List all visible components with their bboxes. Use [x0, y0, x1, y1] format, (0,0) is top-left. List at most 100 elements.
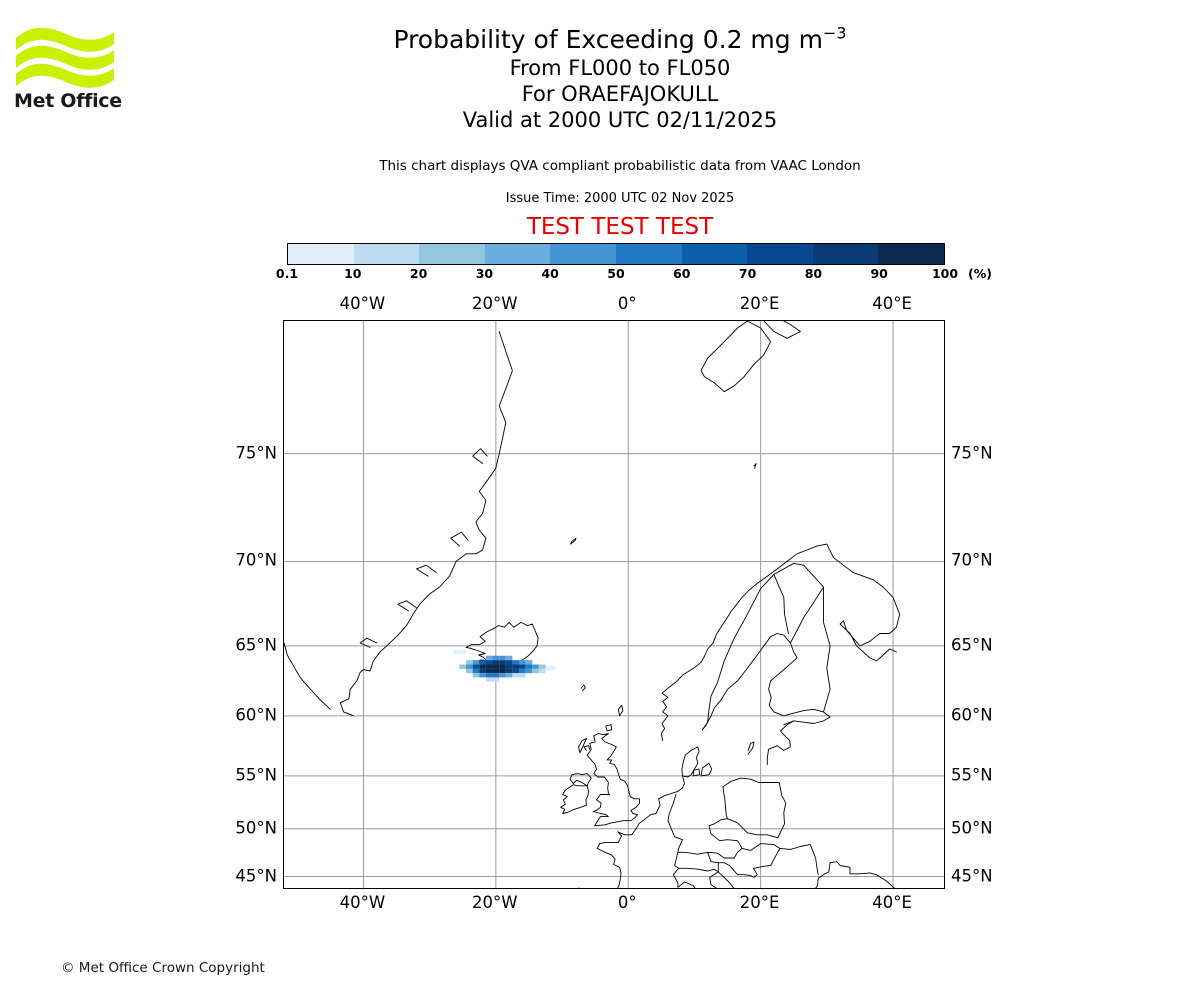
coastline-norway-west: [660, 543, 901, 742]
ash-cell-52: [548, 665, 556, 671]
title-exponent: −3: [822, 23, 847, 43]
ash-cell-15: [525, 660, 533, 665]
copyright-notice: © Met Office Crown Copyright: [61, 960, 265, 976]
coastline-gotland: [747, 741, 755, 755]
ash-cell-38: [525, 668, 533, 674]
ash-cell-50: [492, 677, 500, 682]
coastline-france-iberia: [596, 775, 685, 888]
lat-tick-right-70°N: 70°N: [951, 550, 993, 570]
colorbar-segment-6: [681, 244, 748, 264]
ash-cell-11: [499, 660, 506, 665]
ash-cell-14: [519, 660, 526, 665]
colorbar-tick-60: 60: [673, 266, 691, 281]
coastline-iberia: [577, 887, 582, 888]
colorbar-tick-20: 20: [409, 266, 428, 281]
coastline-finland-north: [773, 562, 824, 644]
coastline-border-pl-ua-by: [722, 777, 787, 839]
ash-cell-22: [499, 664, 506, 669]
ash-cell-4: [499, 655, 506, 661]
colorbar-segment-4: [550, 244, 616, 264]
lon-tick-top-40°W: 40°W: [339, 294, 386, 313]
flight-level-line: From FL000 to FL050: [509, 56, 731, 80]
ash-cell-33: [492, 668, 500, 674]
ash-cell-8: [479, 660, 486, 665]
coastline-baltic-east: [766, 720, 795, 765]
ash-cell-39: [532, 668, 539, 674]
lon-tick-bottom-40°W: 40°W: [339, 893, 386, 912]
ash-cell-5: [505, 655, 513, 661]
page-title: Probability of Exceeding 0.2 mg m−3: [160, 24, 1080, 55]
colorbar-segment-8: [812, 244, 879, 264]
coastline-border-ro-ua: [779, 844, 819, 876]
colorbar-tick-0.1: 0.1: [275, 266, 299, 281]
volcano-line: For ORAEFAJOKULL: [521, 82, 719, 106]
colorbar-segment-0: [288, 244, 354, 264]
colorbar-tick-10: 10: [344, 266, 362, 281]
lat-tick-left-70°N: 70°N: [235, 550, 277, 570]
colorbar-segment-3: [484, 244, 551, 264]
colorbar-tick-40: 40: [541, 266, 559, 281]
coastline-denmark-funen: [692, 768, 701, 777]
coastline-svalbard: [700, 321, 772, 393]
coastline-outer-hebrides: [578, 737, 587, 754]
ash-cell-26: [525, 664, 533, 669]
lat-tick-left-55°N: 55°N: [235, 765, 277, 785]
coastline-orkney: [605, 724, 613, 732]
ash-cell-21: [492, 664, 500, 669]
coastline-ireland: [560, 773, 592, 814]
coastline-border-alps-it: [674, 851, 680, 869]
lat-tick-right-75°N: 75°N: [951, 443, 993, 463]
lon-tick-bottom-20°W: 20°W: [472, 893, 518, 912]
ash-cell-12: [505, 660, 513, 665]
lat-tick-left-50°N: 50°N: [235, 818, 277, 838]
qva-note: This chart displays QVA compliant probab…: [379, 158, 861, 174]
coastline-greenland-fjords-2: [397, 600, 417, 612]
ash-cell-36: [512, 668, 520, 674]
colorbar-segment-5: [615, 244, 682, 264]
coastline-greenland-east-inner: [284, 642, 331, 710]
map-canvas: [284, 321, 944, 888]
coastline-faroe: [580, 684, 586, 692]
colorbar-tick-80: 80: [804, 266, 823, 281]
coastline-greenland-fjords-4: [450, 531, 469, 547]
lat-tick-left-45°N: 45°N: [235, 866, 277, 886]
lat-tick-right-60°N: 60°N: [951, 705, 993, 725]
probability-colorbar: [287, 243, 945, 265]
coastline-border-de-cz-at: [708, 818, 743, 849]
coastline-border-fr-ch-it: [677, 847, 743, 859]
coastline-greenland-fjords-5: [472, 448, 488, 464]
lon-tick-top-20°W: 20°W: [472, 294, 518, 313]
ash-cell-25: [519, 664, 526, 669]
coastline-italy: [672, 867, 719, 888]
coastline-skye: [583, 745, 591, 751]
ash-cell-40: [538, 668, 546, 674]
ash-cell-29: [466, 668, 473, 674]
colorbar-tick-90: 90: [870, 266, 888, 281]
coastline-border-de-pl: [722, 786, 728, 820]
colorbar-tick-labels: 0.1 10 20 30 40 50 60 70 80 90 100: [276, 266, 958, 284]
colorbar-segment-2: [419, 244, 485, 264]
coastline-denmark-jutland: [681, 746, 700, 778]
ash-cell-42: [479, 673, 486, 678]
ash-cell-18: [472, 664, 480, 669]
coastline-shetland: [617, 704, 624, 717]
ash-cell-46: [505, 673, 513, 678]
ash-cell-35: [505, 668, 513, 674]
ash-cell-23: [505, 664, 513, 669]
valid-time-line: Valid at 2000 UTC 02/11/2025: [462, 108, 778, 132]
coastline-black-sea-north: [815, 861, 895, 888]
map-plot-area[interactable]: [283, 320, 945, 889]
ash-cell-19: [479, 664, 486, 669]
coastline-jan-mayen: [570, 537, 577, 545]
ash-cell-44: [492, 673, 500, 678]
ash-cell-45: [499, 673, 506, 678]
coastline-svalbard-2: [763, 321, 801, 339]
lon-tick-bottom-20°E: 20°E: [739, 893, 780, 912]
issue-time: Issue Time: 2000 UTC 02 Nov 2025: [505, 191, 735, 206]
ash-cell-6: [466, 660, 473, 665]
coastline-border-norway-sweden: [701, 573, 775, 731]
ash-cell-1: [459, 649, 467, 655]
lon-tick-top-20°E: 20°E: [739, 294, 780, 313]
met-office-wave-mark: [16, 27, 114, 88]
coastline-denmark-zealand: [700, 762, 713, 777]
